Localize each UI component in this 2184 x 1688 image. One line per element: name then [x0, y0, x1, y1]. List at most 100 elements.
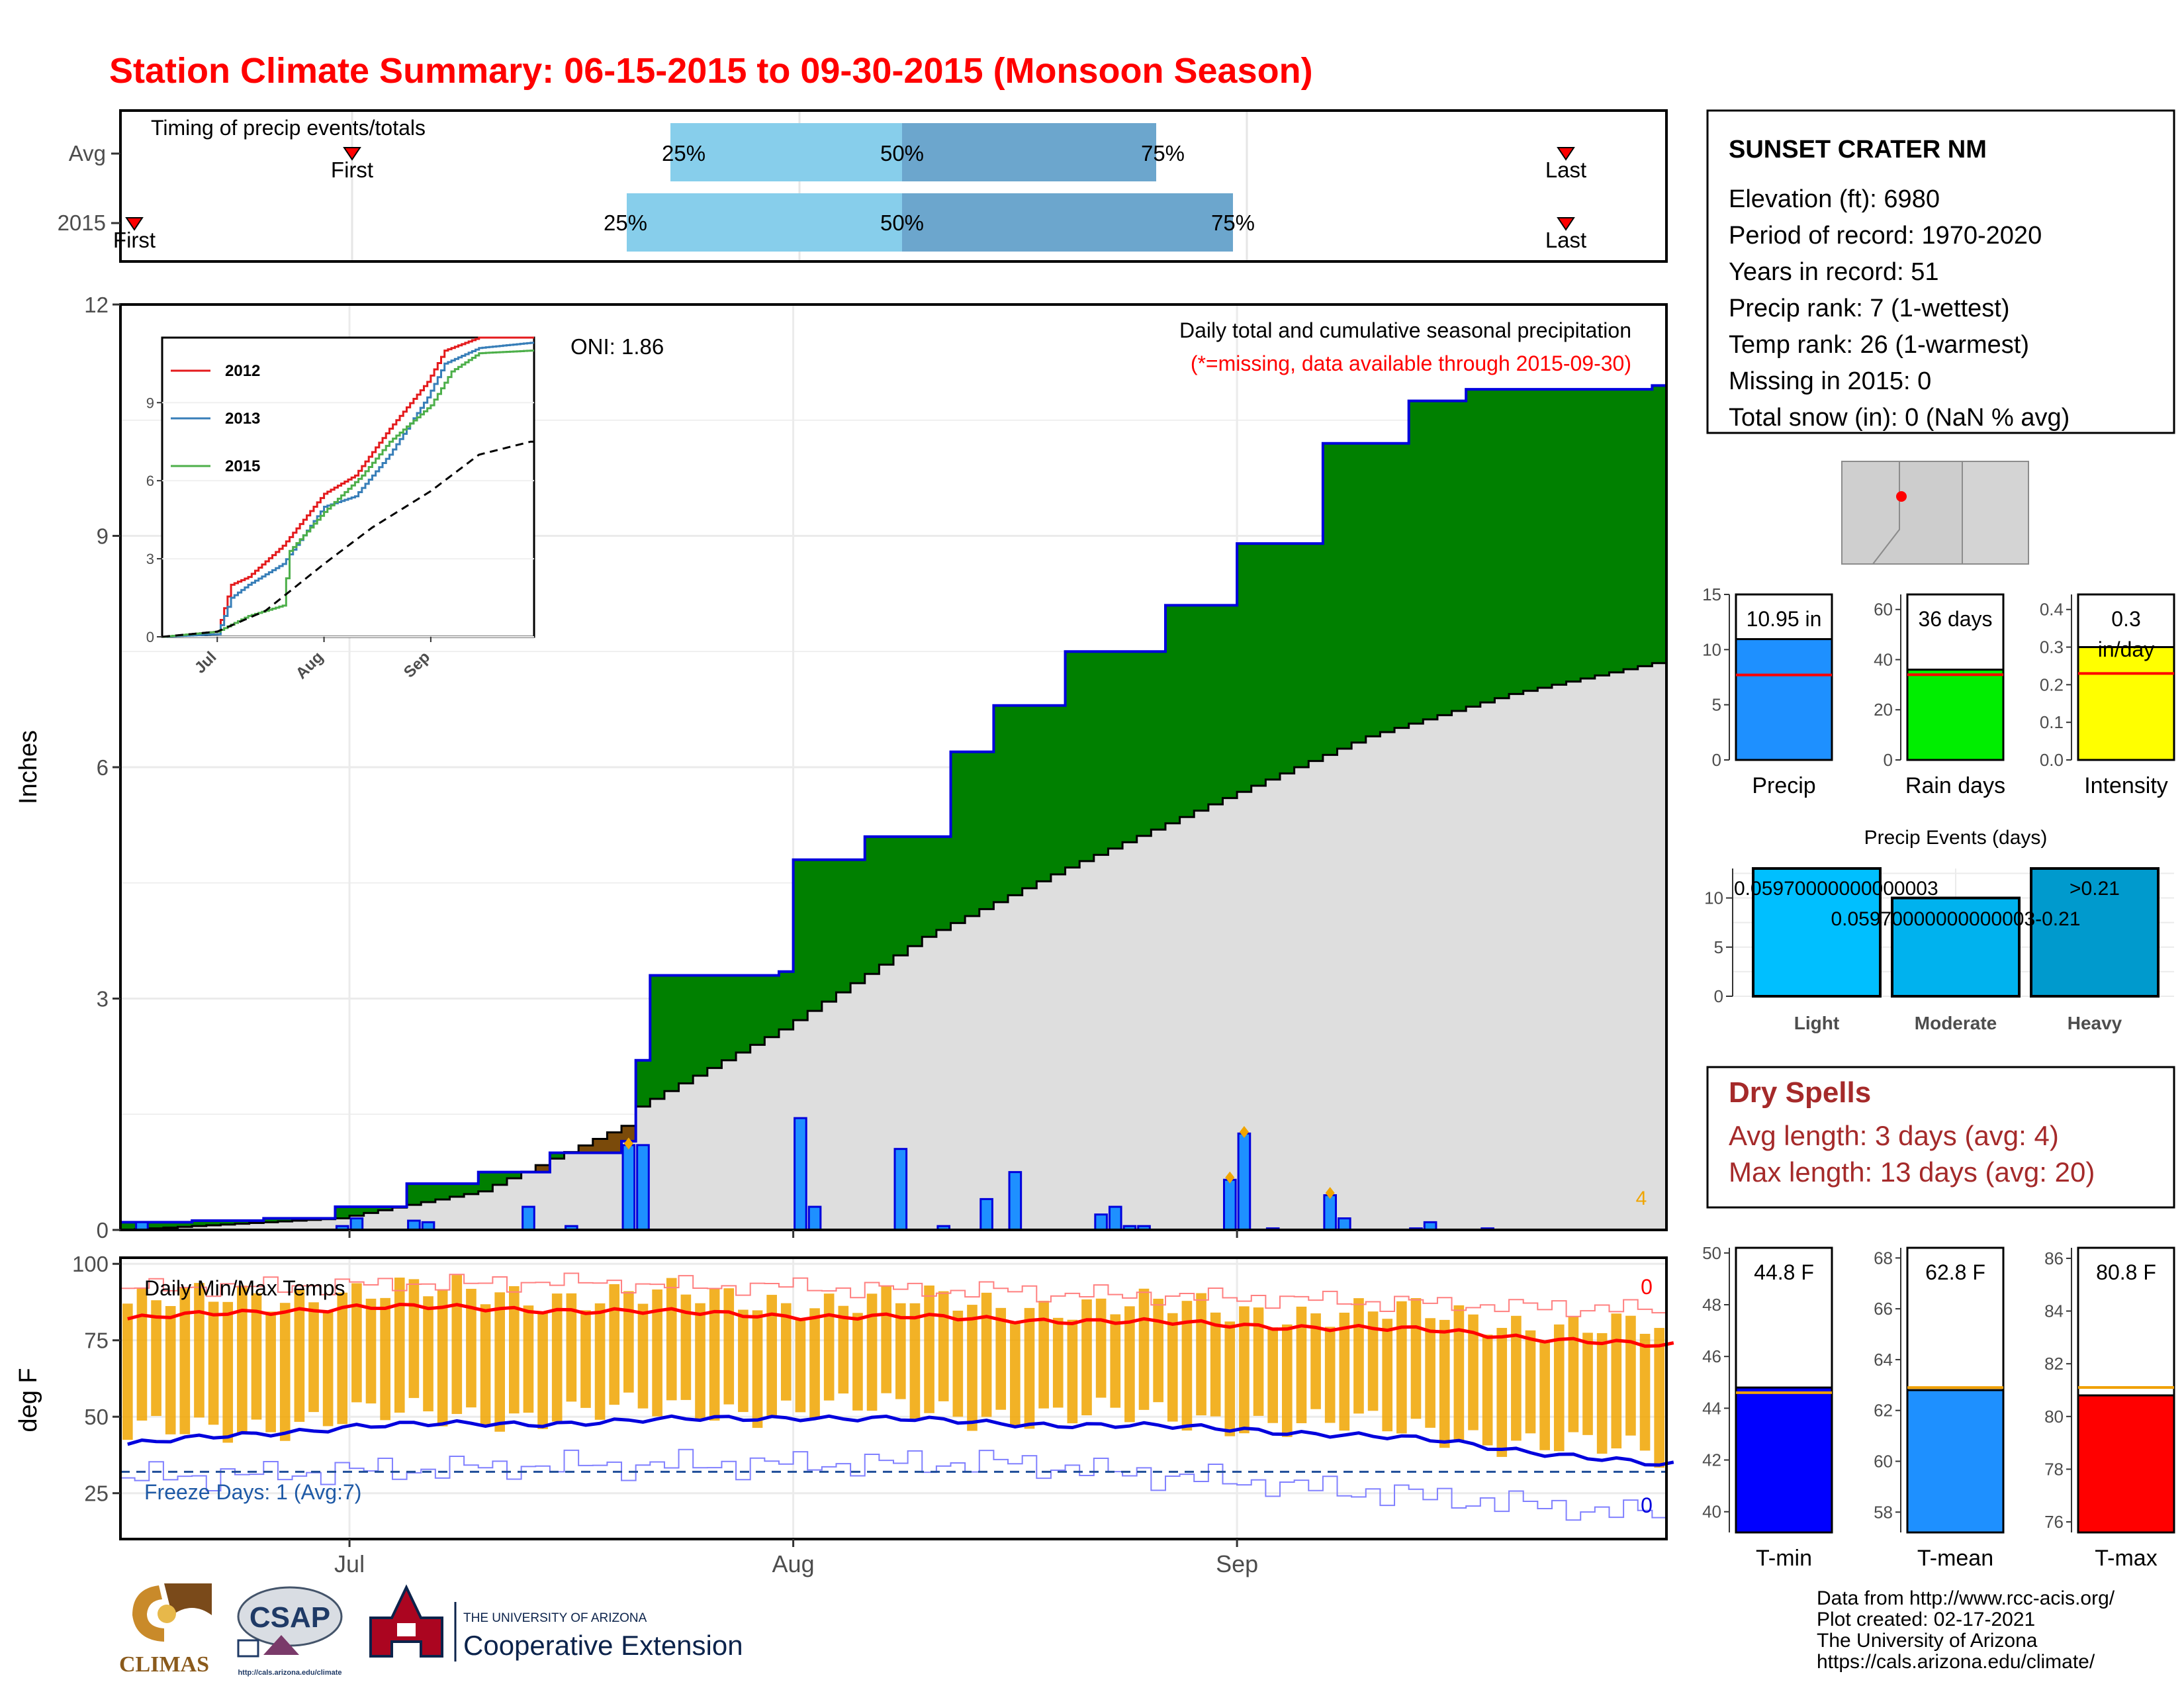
daily-temp-range-bar	[1267, 1327, 1278, 1423]
daily-temp-range-bar	[566, 1293, 577, 1402]
surplus-band	[1237, 543, 1252, 792]
freeze-days: Freeze Days: 1 (Avg:7)	[144, 1480, 361, 1504]
daily-temp-range-bar	[1453, 1305, 1465, 1442]
avg-p50-label: 50%	[880, 141, 924, 165]
surplus-band	[1093, 651, 1109, 855]
daily-temp-range-bar	[1482, 1335, 1493, 1446]
credits: Data from http://www.rcc-acis.org/ Plot …	[1817, 1587, 2115, 1673]
surplus-band	[263, 1218, 279, 1223]
daily-temp-range-bar	[1382, 1319, 1393, 1432]
daily-temp-range-bar	[1010, 1322, 1021, 1427]
y-tick-label: 0	[97, 1218, 109, 1243]
temp-summary-0-tick-label: 40	[1702, 1502, 1721, 1522]
daily-temp-range-bar	[337, 1292, 348, 1425]
daily-temp-range-bar	[408, 1279, 420, 1398]
daily-precip-bar	[807, 1205, 822, 1231]
surplus-band	[1537, 389, 1553, 688]
temp-summary-0-tick-label: 42	[1702, 1450, 1721, 1470]
station-line-precip-rank: Precip rank: 7 (1-wettest)	[1729, 295, 2009, 322]
temp-summary-2-tick-label: 76	[2044, 1512, 2064, 1532]
surplus-band	[1136, 651, 1152, 836]
inset-y-tick-label: 6	[146, 473, 154, 489]
timing-panel: Timing of precip events/totals Avg 2015 …	[58, 109, 1668, 263]
surplus-band	[1308, 543, 1324, 761]
events-bar-text-heavy: >0.21	[2070, 878, 2120, 900]
surplus-band	[421, 1184, 436, 1203]
surplus-band	[235, 1221, 250, 1224]
temp-y-tick-label: 75	[84, 1329, 109, 1353]
daily-temp-range-bar	[952, 1310, 964, 1417]
ua-cooperative-extension-logo: THE UNIVERSITY OF ARIZONA Cooperative Ex…	[369, 1584, 743, 1662]
daily-precip-bar	[1323, 1194, 1338, 1231]
daily-temp-range-bar	[179, 1287, 191, 1434]
surplus-band	[1551, 389, 1567, 685]
avg-p25-label: 25%	[662, 141, 705, 165]
inset-legend-label-2012: 2012	[225, 362, 260, 380]
surplus-band	[1365, 443, 1381, 737]
inset-line-2013	[162, 342, 534, 638]
surplus-band	[378, 1207, 393, 1211]
surplus-band	[363, 1207, 379, 1213]
surplus-band	[335, 1207, 350, 1219]
events-bar-text-light: 0.05970000000000003	[1734, 878, 1938, 900]
precip-summary-2-label: Intensity	[2084, 773, 2168, 798]
surplus-band	[1523, 389, 1538, 691]
temp-summary-2-tick-label: 86	[2044, 1248, 2064, 1268]
dry-max-length: Max length: 13 days (avg: 20)	[1729, 1156, 2095, 1188]
surplus-band	[764, 975, 780, 1037]
daily-temp-range-bar	[265, 1311, 276, 1432]
surplus-band	[120, 1222, 136, 1230]
daily-temp-range-bar	[451, 1275, 463, 1415]
precip-summary-1-label: Rain days	[1905, 773, 2005, 798]
daily-precip-bar	[1094, 1213, 1108, 1231]
daily-temp-range-bar	[1525, 1330, 1536, 1434]
surplus-band	[492, 1172, 508, 1185]
daily-temp-range-bar	[881, 1286, 891, 1393]
daily-precip-bar	[522, 1205, 535, 1231]
y2015-p25-p50-bar	[627, 193, 902, 252]
daily-temp-range-bar	[423, 1296, 433, 1412]
daily-precip-bar	[1338, 1217, 1351, 1231]
precip-summary-2-tick-label: 0.1	[2040, 712, 2064, 732]
avg-p50-p75-bar	[902, 123, 1156, 181]
surplus-band	[1294, 543, 1309, 767]
daily-temp-range-bar	[1052, 1317, 1064, 1408]
y2015-p50-label: 50%	[880, 211, 924, 235]
credit-plot-created: Plot created: 02-17-2021	[1817, 1609, 2035, 1630]
station-info-box: SUNSET CRATER NM Elevation (ft): 6980 Pe…	[1706, 109, 2175, 434]
surplus-band	[693, 975, 708, 1076]
inset-legend-label-2015: 2015	[225, 457, 260, 475]
daily-temp-range-bar	[766, 1295, 777, 1416]
surplus-band	[821, 859, 837, 1002]
surplus-band	[464, 1184, 479, 1194]
surplus-band	[907, 836, 923, 947]
daily-temp-range-bar	[279, 1303, 291, 1441]
surplus-band	[1594, 389, 1610, 676]
y2015-p50-p75-bar	[902, 193, 1233, 252]
precip-summary-1-value: 36 days	[1918, 607, 1992, 631]
daily-temp-range-bar	[1124, 1306, 1135, 1423]
surplus-band	[1351, 443, 1367, 743]
surplus-band	[1423, 400, 1438, 720]
precip-summary-2: 0.0 0.1 0.2 0.3 0.4 0.3 in/day Intensity	[2040, 593, 2175, 798]
avg-p25-p50-bar	[670, 123, 902, 181]
events-x-label: Light	[1794, 1013, 1839, 1033]
surplus-band	[1322, 443, 1338, 755]
surplus-band	[1079, 651, 1095, 861]
daily-temp-range-bar	[136, 1288, 148, 1421]
surplus-band	[1480, 389, 1495, 703]
daily-temp-range-bar	[1654, 1328, 1664, 1468]
extreme-event-marker	[1225, 1171, 1235, 1184]
ua-line2: Cooperative Extension	[463, 1630, 743, 1661]
surplus-band	[1265, 543, 1281, 780]
timing-title: Timing of precip events/totals	[151, 116, 426, 140]
daily-temp-range-bar	[995, 1307, 1007, 1410]
daily-temp-range-bar	[1239, 1306, 1250, 1434]
precip-panel: 0 3 6 9 12 Inches Daily total and cumulative…	[15, 293, 1668, 1243]
figure-title: Station Climate Summary: 06-15-2015 to 0…	[109, 51, 1313, 91]
daily-precip-bar	[407, 1219, 421, 1231]
daily-temp-range-bar	[165, 1306, 176, 1434]
events-y-tick-label: 10	[1704, 888, 1723, 908]
inset-y-tick-label: 9	[146, 395, 154, 411]
